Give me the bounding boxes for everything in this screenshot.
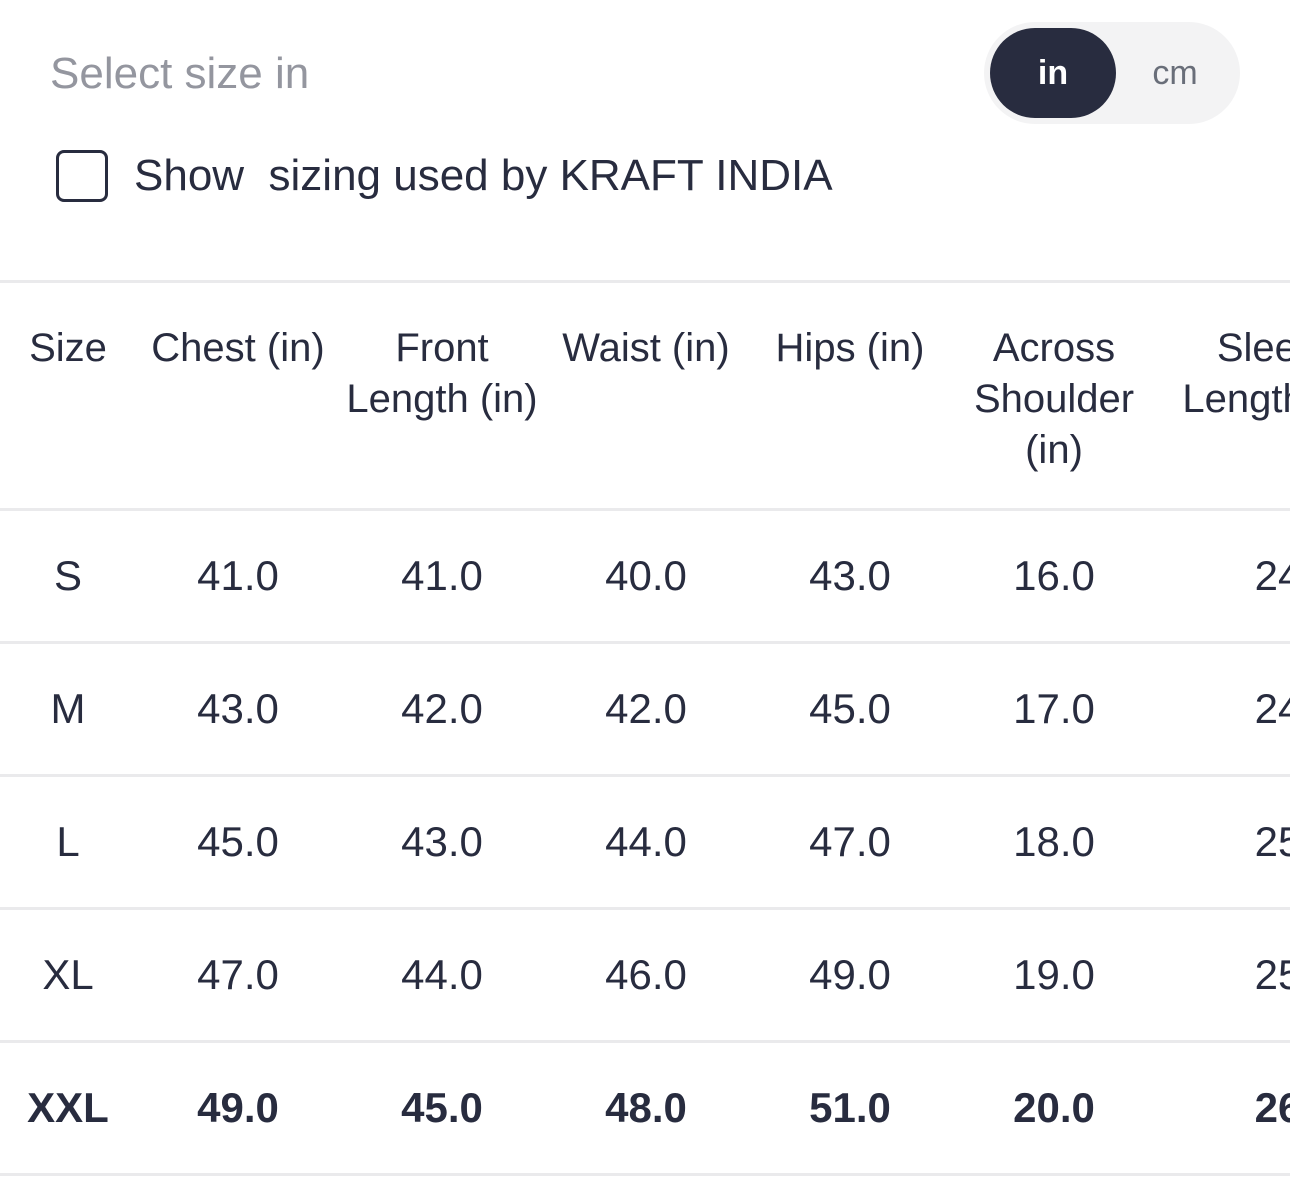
front-length-cell: 45.0	[401, 1084, 483, 1131]
across-shoulder-cell: 18.0	[1013, 818, 1095, 865]
hips-cell: 47.0	[809, 818, 891, 865]
brand-sizing-label: Show sizing used by KRAFT INDIA	[134, 151, 833, 200]
across-shoulder-cell: 20.0	[1013, 1084, 1095, 1131]
waist-cell: 40.0	[605, 552, 687, 599]
hips-cell: 43.0	[809, 552, 891, 599]
brand-sizing-row[interactable]: Show sizing used by KRAFT INDIA	[56, 150, 833, 202]
chest-cell: 49.0	[197, 1084, 279, 1131]
unit-option-in[interactable]: in	[990, 28, 1116, 118]
chest-cell: 43.0	[197, 685, 279, 732]
table-row-selected[interactable]: XXL 49.0 45.0 48.0 51.0 20.0 26	[0, 1042, 1290, 1175]
front-length-cell: 43.0	[401, 818, 483, 865]
front-length-cell: 42.0	[401, 685, 483, 732]
column-header-chest: Chest (in)	[151, 326, 325, 370]
unit-toggle: in cm	[984, 22, 1240, 124]
across-shoulder-cell: 16.0	[1013, 552, 1095, 599]
table-header-row: Size Chest (in) Front Length (in) Waist …	[0, 281, 1290, 510]
column-header-waist: Waist (in)	[562, 326, 730, 370]
brand-sizing-checkbox[interactable]	[56, 150, 108, 202]
waist-cell: 44.0	[605, 818, 687, 865]
sleeve-length-cell: 24	[1254, 552, 1290, 599]
column-header-size: Size	[29, 326, 107, 370]
size-cell[interactable]: M	[50, 685, 86, 732]
table-row[interactable]: M 43.0 42.0 42.0 45.0 17.0 24	[0, 643, 1290, 776]
size-cell[interactable]: L	[56, 818, 80, 865]
table-row[interactable]: L 45.0 43.0 44.0 47.0 18.0 25	[0, 776, 1290, 909]
size-cell[interactable]: XXL	[27, 1084, 109, 1131]
column-header-hips: Hips (in)	[775, 326, 925, 370]
sleeve-length-cell: 24	[1254, 685, 1290, 732]
chest-cell: 45.0	[197, 818, 279, 865]
table-row[interactable]: XL 47.0 44.0 46.0 49.0 19.0 25	[0, 909, 1290, 1042]
table-row[interactable]: S 41.0 41.0 40.0 43.0 16.0 24	[0, 510, 1290, 643]
hips-cell: 49.0	[809, 951, 891, 998]
unit-option-cm[interactable]: cm	[1152, 53, 1198, 92]
front-length-cell: 44.0	[401, 951, 483, 998]
column-header-across-shoulder: Across Shoulder (in)	[973, 326, 1135, 472]
across-shoulder-cell: 17.0	[1013, 685, 1095, 732]
waist-cell: 46.0	[605, 951, 687, 998]
size-cell[interactable]: XL	[42, 951, 94, 998]
chest-cell: 47.0	[197, 951, 279, 998]
across-shoulder-cell: 19.0	[1013, 951, 1095, 998]
sleeve-length-cell: 26	[1254, 1084, 1290, 1131]
column-header-sleeve-length: Sleeve Length (in)	[1182, 326, 1290, 421]
size-cell[interactable]: S	[53, 552, 82, 599]
size-chart: Size Chest (in) Front Length (in) Waist …	[0, 280, 1290, 1176]
waist-cell: 48.0	[605, 1084, 687, 1131]
sleeve-length-cell: 25	[1254, 818, 1290, 865]
sleeve-length-cell: 25	[1254, 951, 1290, 998]
column-header-front-length: Front Length (in)	[346, 326, 538, 421]
select-size-label: Select size in	[50, 49, 310, 98]
chest-cell: 41.0	[197, 552, 279, 599]
hips-cell: 51.0	[809, 1084, 891, 1131]
waist-cell: 42.0	[605, 685, 687, 732]
size-table: Size Chest (in) Front Length (in) Waist …	[0, 280, 1290, 1176]
front-length-cell: 41.0	[401, 552, 483, 599]
hips-cell: 45.0	[809, 685, 891, 732]
